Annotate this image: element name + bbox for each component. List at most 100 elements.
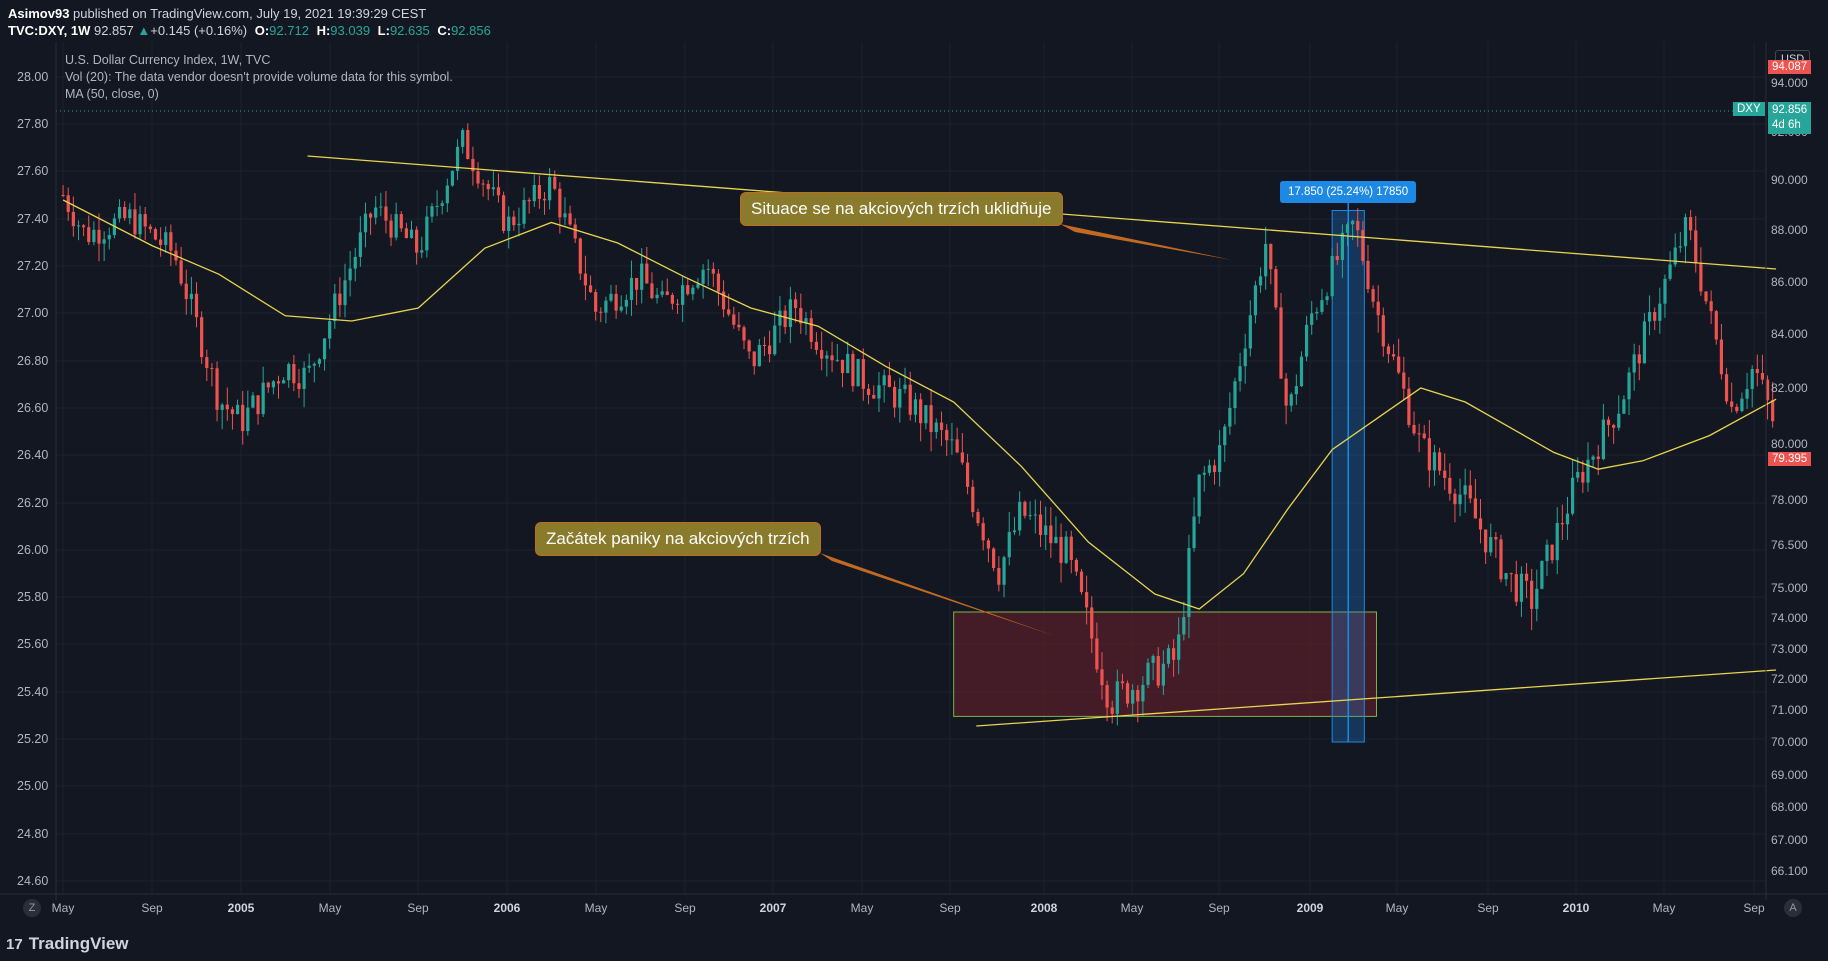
candle-body	[1269, 243, 1273, 270]
candle-body	[804, 318, 808, 324]
candle-body	[742, 327, 746, 341]
candle-body	[809, 318, 813, 342]
chart-legend: U.S. Dollar Currency Index, 1W, TVC Vol …	[65, 52, 453, 103]
legend-volume[interactable]: Vol (20): The data vendor doesn't provid…	[65, 70, 453, 84]
candle-body	[276, 381, 281, 384]
candle-body	[1131, 690, 1135, 704]
right-axis-label: 86.000	[1771, 275, 1808, 289]
candle-body	[681, 285, 685, 305]
candle-body	[830, 355, 834, 361]
candle-body	[302, 367, 306, 390]
candle-body	[919, 399, 923, 424]
candle-body	[908, 384, 912, 415]
candle-body	[711, 268, 715, 274]
tradingview-logo[interactable]: 17 TradingView	[6, 934, 129, 954]
candle-body	[1340, 232, 1344, 260]
candle-body	[1151, 656, 1155, 663]
moving-average-line[interactable]	[62, 199, 1777, 610]
support-trendline[interactable]	[976, 669, 1777, 727]
time-axis-label: May	[850, 901, 874, 915]
close-value: 92.856	[451, 23, 491, 38]
candle-body	[1376, 301, 1380, 316]
candle-body	[333, 293, 337, 322]
right-axis-label: 72.000	[1771, 672, 1808, 686]
candle-body	[1560, 523, 1564, 525]
legend-ma[interactable]: MA (50, close, 0)	[65, 87, 159, 101]
candle-body	[686, 285, 690, 295]
candle-body	[727, 309, 731, 315]
zoom-button[interactable]: Z	[23, 899, 41, 917]
candle-body	[1653, 311, 1657, 321]
candle-body	[1238, 366, 1242, 382]
time-axis-label: Sep	[1208, 901, 1230, 915]
candle-body	[220, 404, 224, 410]
callout-top[interactable]: Situace se na akciových trzích uklidňuje	[740, 192, 1063, 226]
candle-body	[548, 176, 552, 201]
candle-body	[558, 188, 562, 218]
candle-body	[1100, 669, 1104, 686]
callout-bottom[interactable]: Začátek paniky na akciových trzích	[535, 522, 821, 556]
right-axis-label: 71.000	[1771, 703, 1808, 717]
candle-body	[194, 293, 199, 318]
candle-body	[1125, 683, 1130, 704]
candle-body	[696, 283, 700, 288]
auto-scale-button[interactable]: A	[1784, 899, 1802, 917]
candle-body	[634, 277, 639, 290]
candle-body	[512, 216, 516, 226]
candle-body	[66, 195, 70, 212]
candle-body	[971, 486, 975, 512]
candle-body	[1105, 685, 1109, 708]
footer: 17 TradingView	[0, 926, 1828, 961]
brand-text: TradingView	[28, 934, 129, 953]
candle-body	[773, 325, 777, 355]
left-axis-label: 25.20	[17, 732, 49, 746]
price-chart[interactable]	[0, 0, 1828, 926]
candle-body	[929, 405, 933, 433]
candle-body	[629, 277, 634, 301]
candle-body	[455, 146, 460, 171]
candle-body	[148, 226, 152, 230]
candle-body	[1591, 456, 1595, 460]
candle-body	[1074, 559, 1078, 572]
candle-body	[893, 386, 897, 408]
measure-label[interactable]: 17.850 (25.24%) 17850	[1280, 181, 1417, 203]
candle-body	[960, 452, 964, 463]
candle-body	[353, 256, 357, 269]
candle-body	[328, 321, 332, 339]
candle-body	[716, 273, 721, 292]
candle-body	[650, 283, 654, 299]
candle-body	[866, 388, 871, 395]
candle-body	[1258, 276, 1263, 286]
candle-body	[793, 299, 798, 309]
candle-body	[466, 130, 470, 159]
legend-title[interactable]: U.S. Dollar Currency Index, 1W, TVC	[65, 53, 271, 67]
left-axis-label: 25.40	[17, 685, 49, 699]
candle-body	[778, 310, 782, 326]
candle-body	[1612, 425, 1616, 428]
candle-body	[1223, 426, 1227, 446]
candle-body	[399, 214, 403, 229]
candle-body	[1115, 681, 1119, 714]
candle-body	[338, 293, 342, 306]
time-axis-label: May	[1652, 901, 1676, 915]
publisher-name[interactable]: Asimov93	[8, 6, 70, 21]
candle-body	[322, 338, 327, 360]
candle-body	[261, 382, 265, 415]
candle-body	[102, 239, 106, 244]
right-axis-label: 76.500	[1771, 538, 1808, 552]
left-axis-label: 27.40	[17, 212, 49, 226]
consolidation-zone[interactable]	[953, 611, 1378, 717]
candle-body	[1458, 494, 1462, 505]
time-axis-label: Sep	[141, 901, 163, 915]
left-axis-label: 25.60	[17, 637, 49, 651]
candle-body	[887, 375, 891, 387]
candle-body	[660, 291, 664, 295]
candle-body	[1371, 289, 1375, 302]
candle-body	[1120, 681, 1125, 684]
candle-body	[1565, 513, 1570, 525]
published-text: published on TradingView.com, July 19, 2…	[69, 6, 427, 21]
candle-body	[1745, 389, 1749, 399]
candle-body	[1166, 648, 1171, 664]
candle-body	[1161, 663, 1165, 686]
candle-body	[1622, 399, 1626, 414]
